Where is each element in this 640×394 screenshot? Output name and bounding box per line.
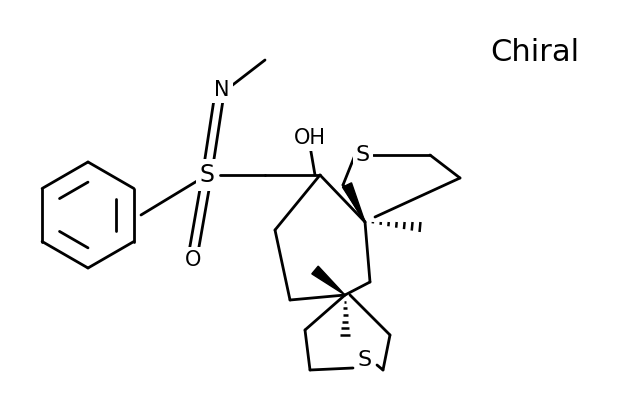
Text: OH: OH	[294, 128, 326, 148]
Text: O: O	[185, 250, 201, 270]
Polygon shape	[312, 266, 345, 295]
Text: N: N	[214, 80, 230, 100]
Text: S: S	[356, 145, 370, 165]
Text: S: S	[200, 163, 214, 187]
Text: S: S	[358, 350, 372, 370]
Text: Chiral: Chiral	[490, 38, 579, 67]
Polygon shape	[342, 183, 365, 222]
